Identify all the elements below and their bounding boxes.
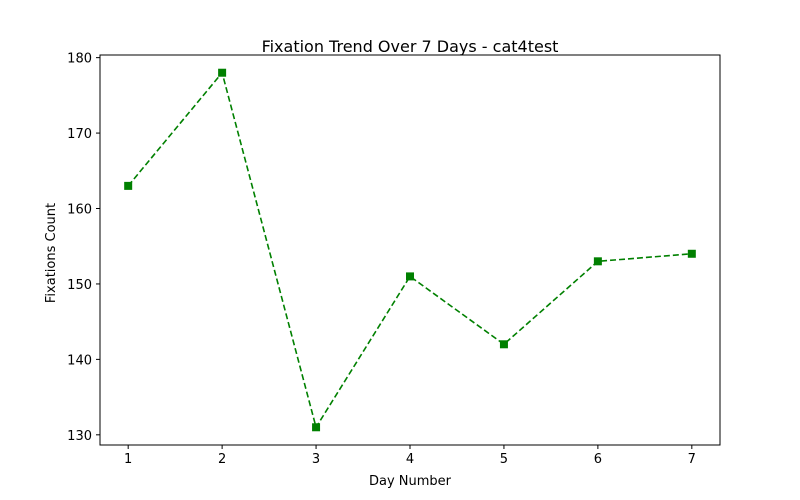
data-point-marker: [687, 249, 696, 258]
x-tick-label: 5: [500, 452, 508, 467]
x-tick-label: 6: [594, 452, 602, 467]
data-point-marker: [124, 181, 133, 190]
plot-frame: [99, 54, 721, 446]
y-axis-label: Fixations Count: [44, 203, 59, 303]
x-tick-label: 4: [406, 452, 414, 467]
x-tick-label: 2: [218, 452, 226, 467]
x-tick-label: 7: [688, 452, 696, 467]
y-tick-label: 150: [67, 278, 92, 293]
data-point-marker: [312, 423, 321, 432]
plot-area: 1 2 3 4 5 6 7 130 140 150 160 170 180: [67, 52, 721, 467]
x-tick-label: 3: [312, 452, 320, 467]
data-point-marker: [406, 272, 414, 281]
y-tick-label: 140: [67, 353, 92, 368]
x-tick-label: 1: [124, 452, 132, 467]
data-point-marker: [593, 257, 602, 266]
data-point-marker: [499, 340, 508, 349]
chart-title: Fixation Trend Over 7 Days - cat4test: [262, 37, 559, 56]
data-point-marker: [218, 68, 227, 77]
series-line: [127, 71, 692, 430]
y-tick-label: 170: [67, 127, 92, 142]
x-axis-label: Day Number: [369, 474, 452, 489]
y-tick-label: 180: [67, 52, 92, 67]
y-tick-label: 130: [67, 429, 92, 444]
y-tick-label: 160: [67, 203, 92, 218]
